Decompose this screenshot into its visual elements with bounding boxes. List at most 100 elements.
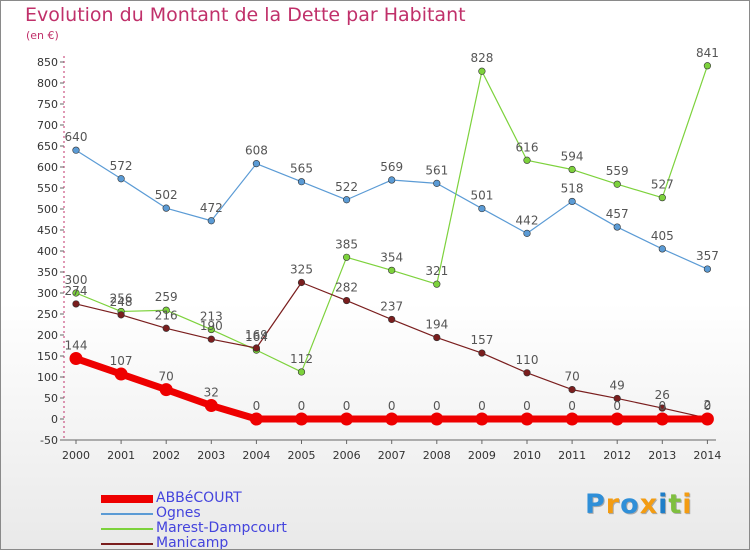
legend-swatch — [101, 495, 153, 503]
data-label: 300 — [65, 273, 88, 287]
data-label: 0 — [523, 399, 531, 413]
data-label: 0 — [433, 399, 441, 413]
data-point — [343, 253, 351, 261]
data-point — [72, 300, 80, 308]
x-tick-label: 2003 — [197, 449, 225, 462]
x-tick-label: 2004 — [242, 449, 270, 462]
data-label: 157 — [470, 333, 493, 347]
data-point — [114, 367, 128, 381]
chart-unit: (en €) — [26, 29, 59, 42]
x-tick-label: 2008 — [423, 449, 451, 462]
x-tick-label: 2000 — [62, 449, 90, 462]
data-point — [297, 368, 306, 376]
data-label: 190 — [200, 319, 223, 333]
proxiti-logo: Proxiti — [585, 489, 693, 520]
data-label: 2 — [704, 398, 712, 412]
data-point — [204, 399, 218, 413]
y-tick-label: 550 — [37, 182, 58, 195]
data-label: 0 — [658, 399, 666, 413]
x-tick-label: 2001 — [107, 449, 135, 462]
data-label: 107 — [110, 354, 133, 368]
data-label: 522 — [335, 180, 358, 194]
data-point — [433, 179, 441, 187]
x-tick-label: 2013 — [648, 449, 676, 462]
x-tick-label: 2011 — [558, 449, 586, 462]
data-label: 559 — [606, 164, 629, 178]
data-label: 527 — [651, 178, 674, 192]
data-point — [207, 325, 215, 334]
y-tick-label: 850 — [37, 56, 58, 69]
data-point — [249, 412, 263, 426]
data-label: 608 — [245, 144, 268, 158]
y-tick-label: 150 — [37, 350, 58, 363]
data-point — [523, 156, 531, 164]
data-point — [658, 194, 666, 202]
data-point — [117, 311, 125, 319]
data-point — [475, 412, 489, 426]
data-label: 325 — [290, 263, 313, 277]
data-point — [565, 412, 579, 426]
data-point — [207, 335, 215, 343]
data-point — [72, 289, 80, 297]
data-point — [433, 280, 441, 288]
data-label: 472 — [200, 201, 223, 215]
data-label: 385 — [335, 237, 358, 251]
data-label: 248 — [110, 295, 133, 309]
data-label: 70 — [159, 370, 174, 384]
data-point — [655, 412, 669, 426]
data-label: 0 — [478, 399, 486, 413]
y-tick-label: 250 — [37, 308, 58, 321]
y-tick-label: 800 — [37, 77, 58, 90]
y-tick-label: 300 — [37, 287, 58, 300]
x-tick-label: 2010 — [513, 449, 541, 462]
data-point — [162, 204, 170, 212]
y-tick-label: 400 — [37, 245, 58, 258]
legend-swatch — [101, 513, 153, 515]
data-point — [478, 204, 486, 213]
y-tick-label: -50 — [40, 434, 58, 447]
data-point — [430, 412, 444, 426]
x-tick-label: 2012 — [603, 449, 631, 462]
data-point — [568, 197, 576, 206]
y-tick-label: 700 — [37, 119, 58, 132]
data-label: 0 — [343, 399, 351, 413]
data-label: 0 — [253, 399, 261, 413]
data-label: 0 — [568, 399, 576, 413]
x-tick-label: 2002 — [152, 449, 180, 462]
data-point — [388, 315, 396, 324]
data-label: 169 — [245, 328, 268, 342]
data-label: 841 — [696, 46, 719, 60]
data-point — [207, 217, 215, 225]
data-point — [568, 165, 576, 174]
data-point — [520, 412, 534, 426]
data-label: 594 — [561, 150, 584, 164]
data-point — [658, 245, 666, 253]
data-point — [703, 265, 712, 273]
data-label: 457 — [606, 207, 629, 221]
data-label: 0 — [704, 399, 712, 413]
data-point — [295, 412, 308, 426]
y-tick-label: 500 — [37, 203, 58, 216]
data-point — [613, 394, 621, 403]
data-label: 256 — [110, 291, 133, 305]
data-label: 32 — [204, 386, 219, 400]
data-label: 194 — [425, 318, 448, 332]
data-label: 282 — [335, 281, 358, 295]
data-point — [610, 412, 624, 426]
y-tick-label: 350 — [37, 266, 58, 279]
x-tick-label: 2009 — [468, 449, 496, 462]
y-tick-label: 750 — [37, 98, 58, 111]
data-point — [343, 196, 351, 204]
data-label: 0 — [613, 399, 621, 413]
y-tick-label: 50 — [44, 392, 58, 405]
data-label: 565 — [290, 162, 313, 176]
data-label: 569 — [380, 160, 403, 174]
legend-label: Manicamp — [156, 535, 229, 550]
data-point — [433, 333, 441, 342]
data-point — [297, 278, 306, 287]
data-label: 405 — [651, 229, 674, 243]
data-point — [388, 266, 396, 274]
data-label: 216 — [155, 308, 178, 322]
